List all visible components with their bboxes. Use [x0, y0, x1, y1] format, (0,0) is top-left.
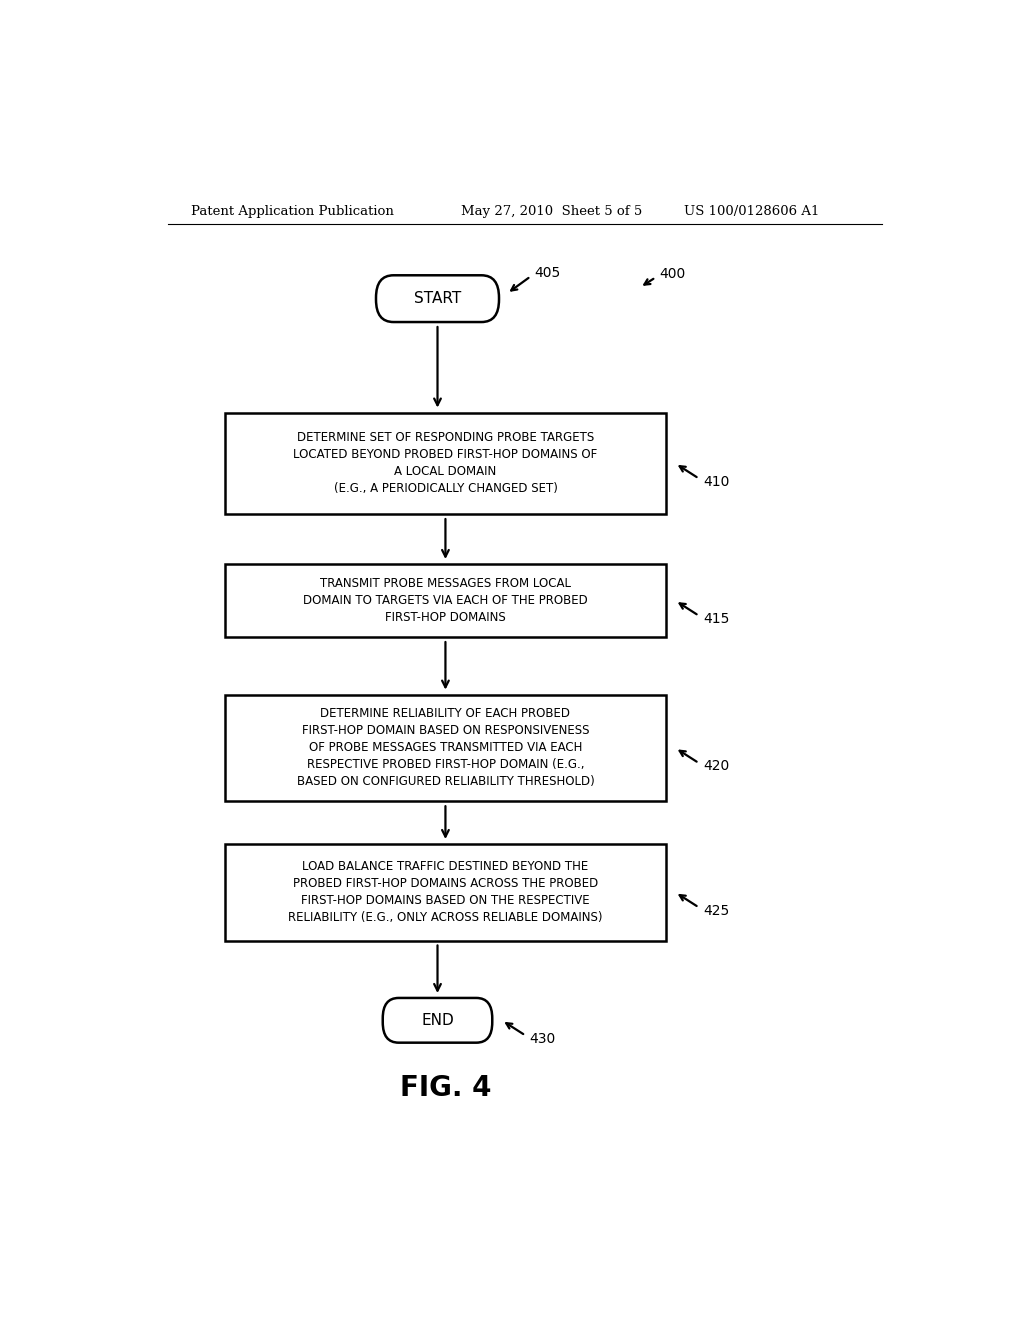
Text: May 27, 2010  Sheet 5 of 5: May 27, 2010 Sheet 5 of 5: [461, 205, 643, 218]
FancyBboxPatch shape: [225, 843, 666, 941]
FancyBboxPatch shape: [225, 413, 666, 515]
Text: 430: 430: [529, 1032, 556, 1045]
Text: Patent Application Publication: Patent Application Publication: [191, 205, 394, 218]
FancyBboxPatch shape: [225, 564, 666, 638]
Text: TRANSMIT PROBE MESSAGES FROM LOCAL
DOMAIN TO TARGETS VIA EACH OF THE PROBED
FIRS: TRANSMIT PROBE MESSAGES FROM LOCAL DOMAI…: [303, 577, 588, 624]
Text: START: START: [414, 292, 461, 306]
Text: 405: 405: [535, 267, 561, 280]
Text: US 100/0128606 A1: US 100/0128606 A1: [684, 205, 819, 218]
Text: DETERMINE SET OF RESPONDING PROBE TARGETS
LOCATED BEYOND PROBED FIRST-HOP DOMAIN: DETERMINE SET OF RESPONDING PROBE TARGET…: [293, 432, 598, 495]
FancyBboxPatch shape: [376, 276, 499, 322]
Text: LOAD BALANCE TRAFFIC DESTINED BEYOND THE
PROBED FIRST-HOP DOMAINS ACROSS THE PRO: LOAD BALANCE TRAFFIC DESTINED BEYOND THE…: [288, 861, 603, 924]
Text: FIG. 4: FIG. 4: [399, 1074, 492, 1102]
Text: 400: 400: [659, 267, 686, 281]
Text: 415: 415: [702, 612, 729, 626]
FancyBboxPatch shape: [383, 998, 493, 1043]
FancyBboxPatch shape: [225, 694, 666, 801]
Text: 425: 425: [702, 903, 729, 917]
Text: DETERMINE RELIABILITY OF EACH PROBED
FIRST-HOP DOMAIN BASED ON RESPONSIVENESS
OF: DETERMINE RELIABILITY OF EACH PROBED FIR…: [297, 708, 594, 788]
Text: 410: 410: [702, 475, 729, 488]
Text: 420: 420: [702, 759, 729, 774]
Text: END: END: [421, 1012, 454, 1028]
